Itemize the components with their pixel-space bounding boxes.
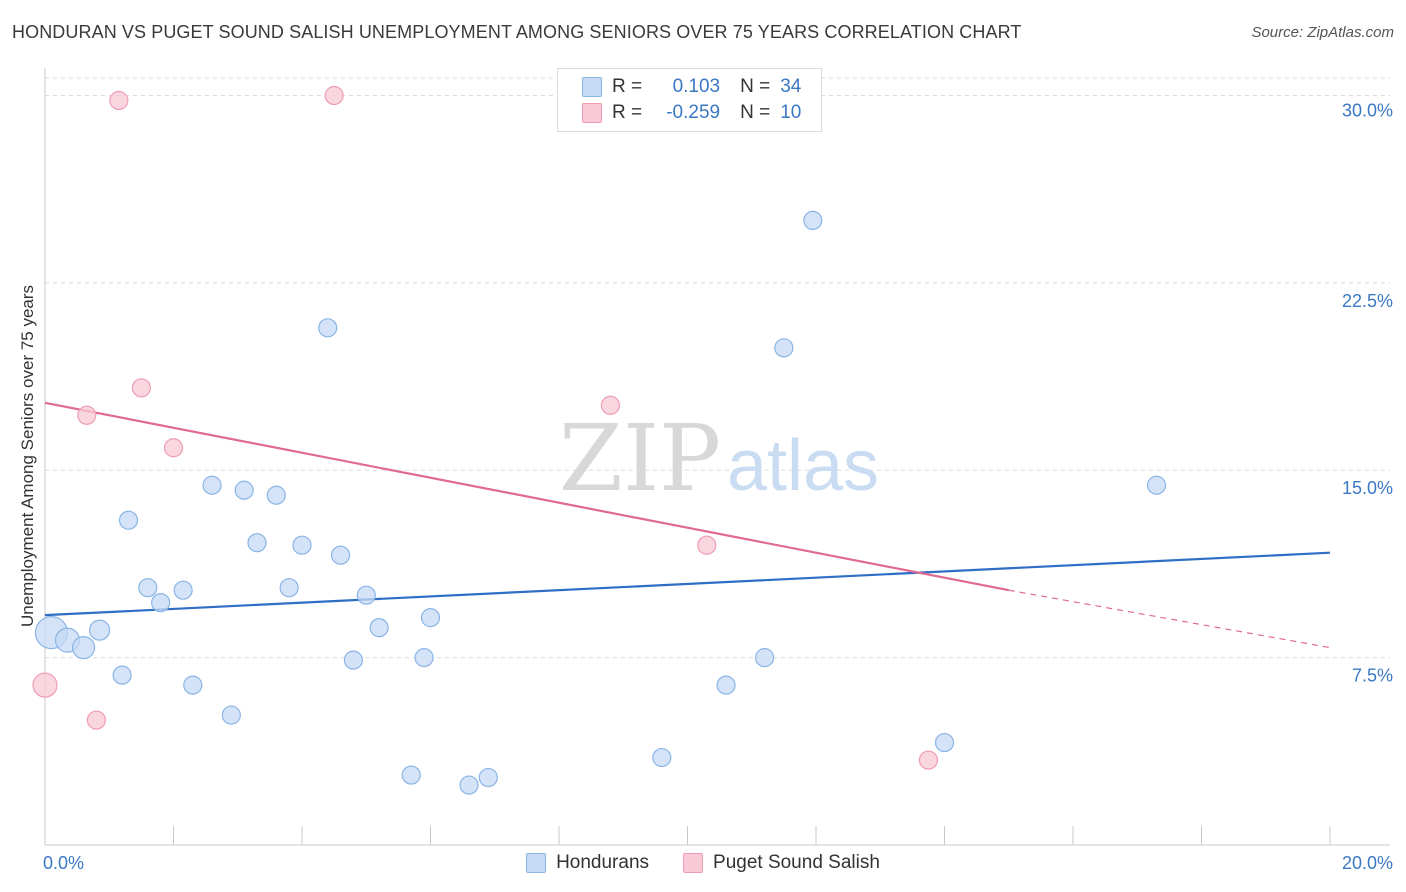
point-hondurans-30: [774, 338, 794, 358]
y-tick-label-0: 7.5%: [1352, 666, 1393, 686]
x-tick-label-1: 20.0%: [1342, 853, 1393, 873]
y-tick-label-3: 30.0%: [1342, 100, 1393, 120]
trend-line-puget-sound-salish: [44, 401, 1009, 592]
point-puget-sound-salish-3: [109, 90, 129, 111]
stats-row-puget-sound-salish: R = -0.259 N = 10: [582, 100, 801, 126]
point-hondurans-22: [183, 675, 203, 695]
point-puget-sound-salish-5: [163, 438, 184, 458]
trend-line-hondurans: [44, 551, 1331, 617]
n-label: N =: [740, 102, 771, 123]
point-hondurans-4: [118, 510, 139, 530]
point-hondurans-3: [89, 619, 111, 641]
point-hondurans-17: [369, 618, 389, 638]
legend-item-hondurans[interactable]: Hondurans: [526, 852, 649, 874]
point-hondurans-31: [803, 210, 823, 231]
puget-legend-swatch: [683, 853, 704, 873]
point-puget-sound-salish-4: [131, 378, 151, 398]
point-puget-sound-salish-7: [600, 395, 621, 415]
y-tick-label-1: 15.0%: [1342, 478, 1393, 498]
gridlines: [45, 77, 1390, 659]
watermark: ZIP atlas: [559, 405, 879, 512]
point-hondurans-19: [420, 608, 441, 628]
watermark-atlas: atlas: [727, 426, 879, 506]
point-hondurans-12: [292, 535, 312, 555]
point-hondurans-11: [247, 533, 267, 553]
tick-labels: 7.5% 15.0% 22.5% 30.0% 0.0% 20.0%: [43, 100, 1393, 873]
point-hondurans-9: [234, 480, 254, 500]
stats-row-hondurans: R = 0.103 N = 34: [582, 74, 801, 100]
r-label: R =: [612, 76, 643, 97]
point-hondurans-6: [151, 593, 171, 613]
point-puget-sound-salish-6: [324, 85, 344, 106]
r-value: 0.103: [672, 76, 721, 97]
stats-legend: R = 0.103 N = 34 R = -0.259 N = 10: [557, 68, 822, 132]
point-hondurans-13: [279, 578, 299, 598]
point-hondurans-18: [343, 650, 363, 670]
point-puget-sound-salish-2: [86, 710, 107, 730]
point-hondurans-27: [652, 747, 672, 768]
point-hondurans-32: [934, 732, 955, 753]
chart-title: HONDURAN VS PUGET SOUND SALISH UNEMPLOYM…: [12, 22, 1022, 42]
point-hondurans-16: [356, 585, 376, 605]
data-points: [32, 85, 1167, 795]
r-label: R =: [612, 102, 643, 123]
point-hondurans-8: [202, 475, 222, 495]
point-puget-sound-salish-0: [32, 672, 58, 698]
hondurans-swatch: [582, 77, 602, 97]
r-value: -0.259: [666, 102, 721, 123]
point-hondurans-5: [138, 578, 158, 598]
point-hondurans-23: [221, 705, 241, 725]
legend-label-hondurans: Hondurans: [556, 852, 650, 873]
n-value: 34: [780, 76, 802, 97]
point-hondurans-33: [1146, 475, 1167, 495]
trend-extension-puget-sound-salish: [1008, 589, 1331, 649]
point-hondurans-20: [414, 648, 434, 668]
point-hondurans-7: [173, 580, 193, 600]
n-value: 10: [780, 102, 802, 123]
x-tick-label-0: 0.0%: [43, 853, 84, 873]
legend-label-puget-sound-salish: Puget Sound Salish: [713, 852, 880, 873]
point-hondurans-28: [716, 675, 736, 695]
y-axis-label: Unemployment Among Seniors over 75 years: [18, 285, 37, 627]
hondurans-legend-swatch: [526, 853, 547, 873]
point-hondurans-10: [266, 485, 286, 505]
point-hondurans-14: [318, 318, 338, 338]
point-hondurans-21: [112, 665, 132, 685]
puget-swatch: [582, 103, 602, 123]
trend-lines: [44, 401, 1331, 649]
point-hondurans-24: [401, 765, 421, 785]
point-puget-sound-salish-9: [918, 750, 939, 770]
point-hondurans-26: [478, 767, 498, 788]
series-legend: Hondurans Puget Sound Salish: [0, 852, 1406, 874]
source-note: Source: ZipAtlas.com: [1251, 24, 1394, 41]
y-tick-label-2: 22.5%: [1342, 291, 1393, 311]
point-puget-sound-salish-1: [77, 405, 97, 425]
point-hondurans-29: [754, 648, 775, 668]
watermark-zip: ZIP: [559, 405, 721, 512]
point-hondurans-25: [459, 775, 479, 795]
point-hondurans-2: [71, 636, 96, 660]
n-label: N =: [740, 76, 771, 97]
point-puget-sound-salish-8: [697, 535, 717, 555]
legend-item-puget-sound-salish[interactable]: Puget Sound Salish: [683, 852, 880, 874]
axes: [44, 68, 1390, 846]
point-hondurans-15: [330, 545, 351, 565]
